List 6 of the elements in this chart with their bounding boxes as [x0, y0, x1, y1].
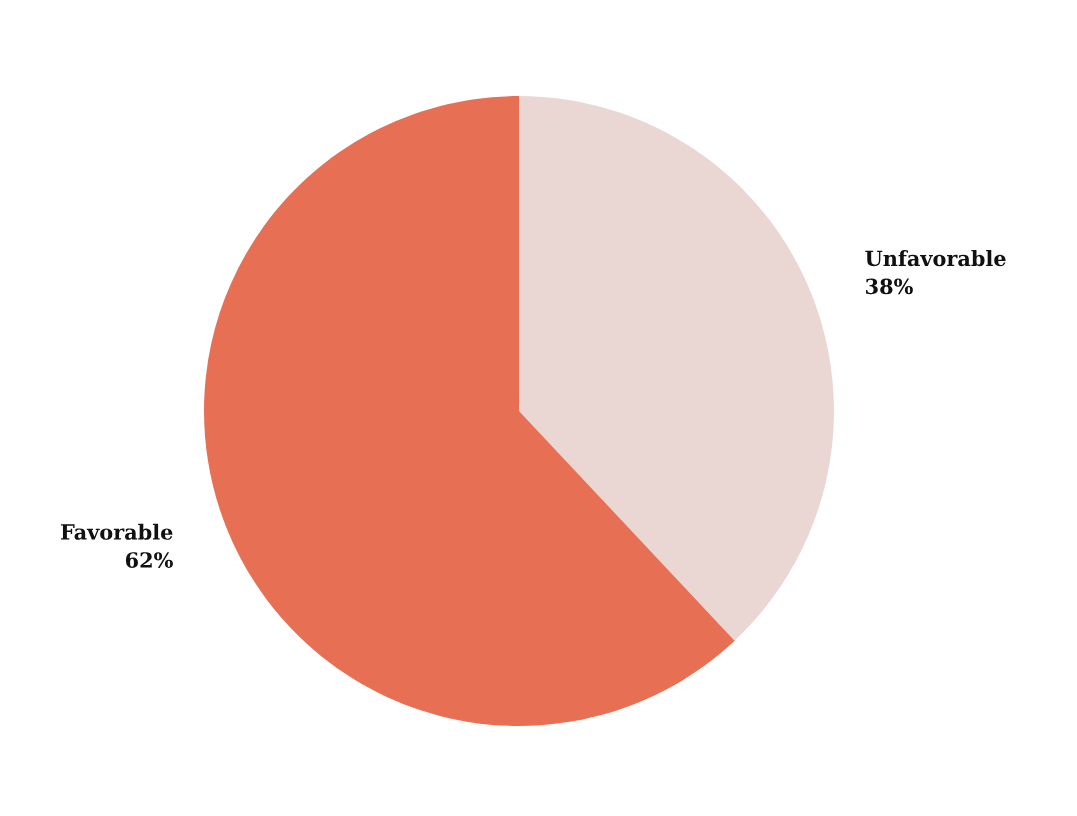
slice-label: Unfavorable [865, 250, 1006, 267]
data-label: 62% [125, 552, 173, 568]
slice-label: Favorable [61, 523, 173, 540]
pie-slice [204, 96, 735, 726]
data-label: 38% [866, 278, 913, 295]
pie-slice [519, 96, 834, 641]
